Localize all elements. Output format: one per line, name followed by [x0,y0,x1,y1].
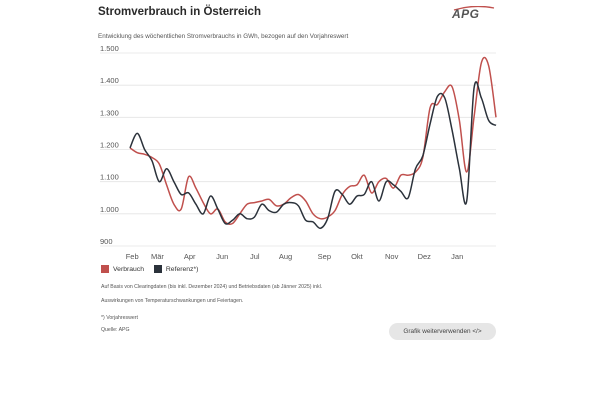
x-axis-ticks: Feb Mär Apr Jun Jul Aug Sep Okt Nov Dez Jan [126,252,464,261]
x-tick-label: Apr [184,252,196,261]
x-tick-label: Sep [318,252,331,261]
y-tick-label: 1.000 [100,205,119,214]
legend-swatch-verbrauch [101,265,109,273]
series-line-referenz [129,81,497,230]
x-tick-label: Aug [279,252,292,261]
apg-logo: APG [452,6,496,24]
legend-item-referenz[interactable]: Referenz*) [153,265,199,273]
reuse-graphic-button[interactable]: Grafik weiterverwenden </> [389,323,496,340]
legend: Verbrauch Referenz*) [101,265,206,275]
y-tick-label: 900 [100,237,113,246]
note-line-2: Auswirkungen von Temperaturschwankungen … [101,298,244,304]
y-tick-label: 1.500 [100,44,119,53]
x-tick-label: Dez [418,252,432,261]
chart-subtitle: Entwicklung des wöchentlichen Stromverbr… [98,33,349,40]
y-tick-label: 1.100 [100,173,119,182]
y-tick-label: 1.400 [100,76,119,85]
x-tick-label: Nov [385,252,399,261]
x-tick-label: Jun [216,252,228,261]
y-tick-label: 1.300 [100,108,119,117]
logo-text: APG [452,7,480,21]
y-tick-label: 1.200 [100,141,119,150]
x-tick-label: Okt [351,252,364,261]
series-lines [129,56,497,230]
source-note: Quelle: APG [101,327,130,333]
note-line-1: Auf Basis von Clearingdaten (bis inkl. D… [101,284,323,290]
legend-label-referenz: Referenz*) [165,265,199,273]
chart-title: Stromverbrauch in Österreich [98,6,261,18]
grid-lines [100,52,496,247]
footnote: *) Vorjahreswert [101,315,138,321]
x-tick-label: Jan [451,252,463,261]
x-tick-label: Mär [151,252,164,261]
legend-item-verbrauch[interactable]: Verbrauch [101,265,144,273]
x-tick-label: Jul [250,252,260,261]
y-axis-ticks: 1.500 1.400 1.300 1.200 1.100 1.000 900 [100,44,119,246]
series-line-verbrauch [129,56,497,225]
x-tick-label: Feb [126,252,139,261]
legend-swatch-referenz [153,265,162,273]
legend-label-verbrauch: Verbrauch [113,265,144,273]
logo-swoosh-icon [453,6,495,11]
